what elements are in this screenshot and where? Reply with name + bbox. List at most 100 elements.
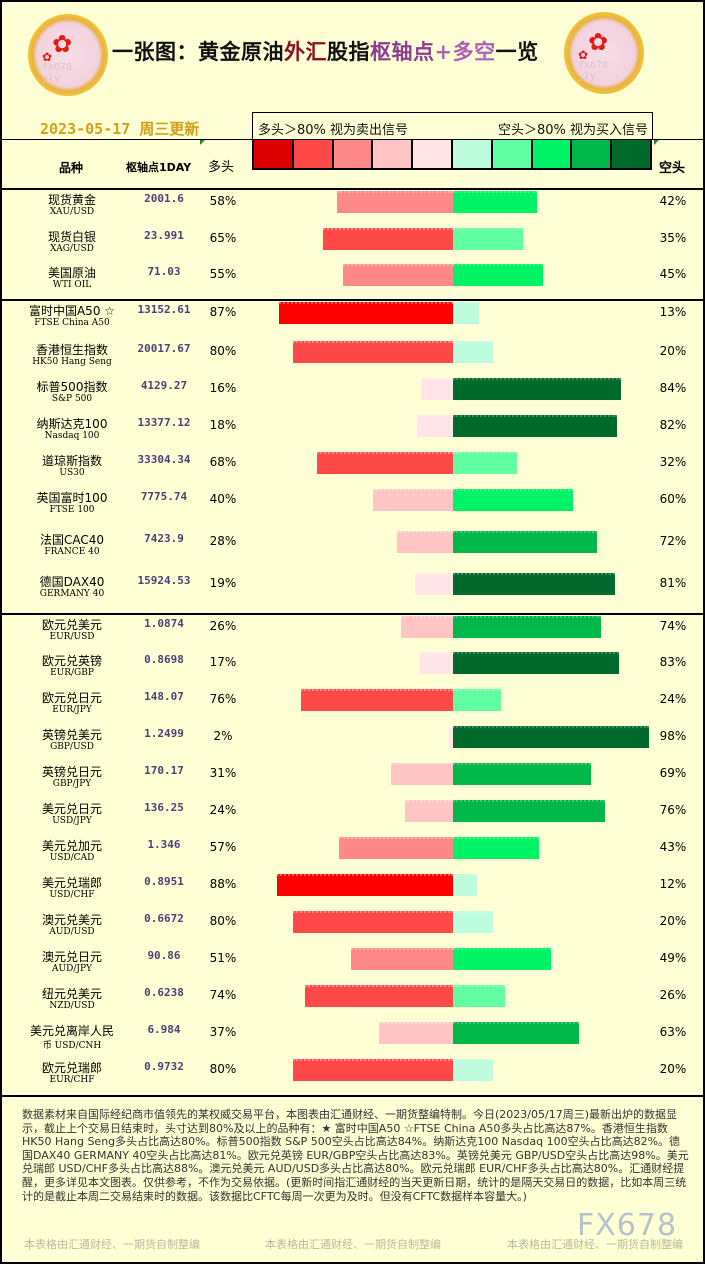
table-row: 英国富时100 FTSE 100 7775.74 40% 60% bbox=[2, 487, 705, 524]
long-bar bbox=[339, 837, 453, 859]
title-part: 外汇 bbox=[284, 39, 327, 64]
legend-swatch bbox=[254, 140, 292, 168]
section-divider bbox=[2, 188, 705, 190]
legend-swatch bbox=[492, 140, 531, 168]
table-row: 富时中国A50 ☆ FTSE China A50 13152.61 87% 13% bbox=[2, 300, 705, 337]
instrument-name-cn: 澳元兑美元 bbox=[41, 913, 102, 927]
long-percent: 18% bbox=[209, 418, 237, 432]
long-bar bbox=[421, 378, 453, 400]
column-header-pivot: 枢轴点1DAY bbox=[126, 161, 192, 174]
instrument-name-en: XAU/USD bbox=[49, 207, 95, 217]
table-row: 美国原油 WTI OIL 71.03 55% 45% bbox=[2, 262, 705, 299]
instrument-name-en: HK50 Hang Seng bbox=[32, 357, 112, 367]
short-percent: 74% bbox=[659, 619, 687, 633]
pivot-value: 33304.34 bbox=[137, 453, 191, 466]
short-percent: 43% bbox=[659, 840, 687, 854]
long-percent: 58% bbox=[209, 194, 237, 208]
fx678-watermark: FX678 bbox=[577, 1208, 678, 1243]
instrument-name-cn: 欧元兑英镑 bbox=[41, 654, 102, 668]
pivot-value: 136.25 bbox=[144, 801, 184, 814]
table-row: 欧元兑英镑 EUR/GBP 0.8698 17% 83% bbox=[2, 650, 705, 687]
pivot-value: 170.17 bbox=[144, 764, 184, 777]
section-divider bbox=[2, 299, 705, 301]
table-row: 英镑兑日元 GBP/JPY 170.17 31% 69% bbox=[2, 761, 705, 798]
petal-icon: ✿ bbox=[42, 50, 53, 64]
long-bar bbox=[293, 1059, 453, 1081]
short-bar bbox=[453, 415, 617, 437]
table-row: 美元兑离岸人民币 USD/CNH 6.984 37% 63% bbox=[2, 1020, 705, 1057]
long-bar bbox=[391, 763, 453, 785]
long-percent: 40% bbox=[209, 492, 237, 506]
footer-divider bbox=[2, 1095, 705, 1097]
short-bar bbox=[453, 837, 539, 859]
short-percent: 24% bbox=[659, 692, 687, 706]
instrument-name-en: WTI OIL bbox=[52, 280, 92, 290]
legend-short-signal: 空头＞80% 视为买入信号 bbox=[497, 123, 648, 138]
instrument-name-en: FRANCE 40 bbox=[44, 547, 100, 557]
legend-swatch bbox=[333, 140, 372, 168]
credit-text: 本表格由汇通财经、一期货自制整编 bbox=[24, 1238, 200, 1251]
short-bar bbox=[453, 264, 543, 286]
long-bar bbox=[419, 652, 453, 674]
instrument-name-cn: 欧元兑美元 bbox=[41, 618, 102, 632]
long-percent: 80% bbox=[209, 344, 237, 358]
short-percent: 98% bbox=[659, 729, 687, 743]
instrument-name-cn: 英国富时100 bbox=[36, 491, 108, 505]
instrument-name-cn: 美元兑瑞郎 bbox=[41, 876, 102, 890]
short-bar bbox=[453, 302, 479, 324]
instrument-name-cn: 澳元兑日元 bbox=[41, 950, 102, 964]
long-percent: 51% bbox=[209, 951, 237, 965]
table-row: 法国CAC40 FRANCE 40 7423.9 28% 72% bbox=[2, 529, 705, 566]
long-percent: 80% bbox=[209, 1062, 237, 1076]
short-percent: 49% bbox=[659, 951, 687, 965]
long-bar bbox=[293, 911, 453, 933]
long-bar bbox=[397, 531, 453, 553]
pivot-value: 2001.6 bbox=[144, 192, 184, 205]
instrument-name-cn: 香港恒生指数 bbox=[35, 343, 108, 357]
long-percent: 68% bbox=[209, 455, 237, 469]
table-row: 纳斯达克100 Nasdaq 100 13377.12 18% 82% bbox=[2, 413, 705, 450]
instrument-name-en: Nasdaq 100 bbox=[44, 431, 100, 441]
title-part: 股指 bbox=[327, 39, 370, 64]
short-percent: 20% bbox=[659, 344, 687, 358]
short-percent: 20% bbox=[659, 914, 687, 928]
short-bar bbox=[453, 985, 505, 1007]
short-percent: 26% bbox=[659, 988, 687, 1002]
pivot-value: 90.86 bbox=[147, 949, 181, 962]
long-bar bbox=[351, 948, 453, 970]
long-percent: 28% bbox=[209, 534, 237, 548]
short-percent: 20% bbox=[659, 1062, 687, 1076]
cell-comment-marker-icon bbox=[200, 140, 205, 145]
long-bar bbox=[415, 573, 453, 595]
instrument-name-en: US30 bbox=[59, 468, 85, 478]
instrument-name-en: S&P 500 bbox=[51, 394, 93, 404]
pivot-value: 15924.53 bbox=[137, 574, 191, 587]
short-bar bbox=[453, 726, 649, 748]
pivot-value: 20017.67 bbox=[137, 342, 191, 355]
footer-note: 数据素材来自国际经纪商市值领先的某权威交易平台，本图表由汇通财经、一期货整编特制… bbox=[22, 1108, 689, 1203]
short-bar bbox=[453, 228, 523, 250]
header-divider bbox=[2, 139, 705, 140]
long-bar bbox=[323, 228, 453, 250]
table-row: 美元兑日元 USD/JPY 136.25 24% 76% bbox=[2, 798, 705, 835]
long-bar bbox=[277, 874, 453, 896]
pivot-value: 23.991 bbox=[144, 229, 184, 242]
short-bar bbox=[453, 1059, 493, 1081]
table-row: 现货黄金 XAU/USD 2001.6 58% 42% bbox=[2, 189, 705, 226]
short-percent: 60% bbox=[659, 492, 687, 506]
short-bar bbox=[453, 689, 501, 711]
instrument-name-cn: 美元兑日元 bbox=[41, 802, 102, 816]
instrument-name-en: EUR/JPY bbox=[52, 705, 92, 715]
long-bar bbox=[417, 415, 453, 437]
table-row: 英镑兑美元 GBP/USD 1.2499 2% 98% bbox=[2, 724, 705, 761]
table-row: 美元兑加元 USD/CAD 1.346 57% 43% bbox=[2, 835, 705, 872]
credit-text: 本表格由汇通财经、一期货自制整编 bbox=[265, 1238, 441, 1251]
table-row: 澳元兑日元 AUD/JPY 90.86 51% 49% bbox=[2, 946, 705, 983]
table-row: 欧元兑日元 EUR/JPY 148.07 76% 24% bbox=[2, 687, 705, 724]
short-percent: 45% bbox=[659, 267, 687, 281]
instrument-name-cn: 标普500指数 bbox=[36, 380, 108, 394]
long-percent: 31% bbox=[209, 766, 237, 780]
long-percent: 74% bbox=[209, 988, 237, 1002]
instrument-name-en: GERMANY 40 bbox=[39, 589, 105, 599]
table-row: 德国DAX40 GERMANY 40 15924.53 19% 81% bbox=[2, 571, 705, 608]
